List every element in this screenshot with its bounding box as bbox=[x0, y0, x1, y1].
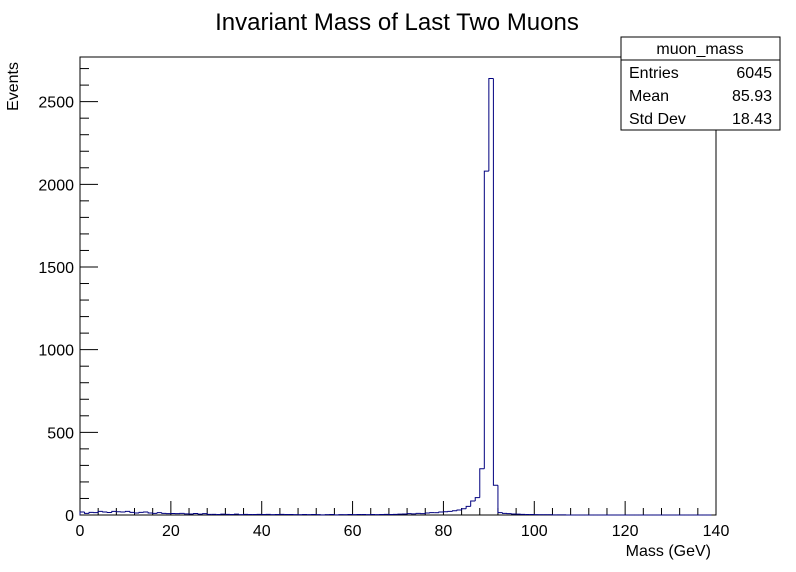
histogram-bin bbox=[147, 512, 153, 514]
plot-frame bbox=[79, 56, 717, 516]
x-axis-label: Mass (GeV) bbox=[626, 543, 711, 560]
chart-title: Invariant Mass of Last Two Muons bbox=[215, 9, 579, 36]
y-tick-label: 1500 bbox=[38, 260, 74, 277]
histogram-bin bbox=[470, 500, 476, 507]
y-axis-ticks bbox=[80, 68, 98, 516]
histogram-bin bbox=[197, 513, 203, 515]
histogram-bin bbox=[206, 513, 212, 515]
y-tick-label: 500 bbox=[47, 425, 74, 442]
histogram-bin bbox=[138, 511, 144, 514]
histogram-bin bbox=[124, 510, 130, 513]
histogram-bin bbox=[452, 510, 458, 512]
histogram-bin bbox=[161, 512, 167, 514]
histogram-bin bbox=[488, 77, 494, 172]
histogram-bin bbox=[474, 497, 480, 501]
x-tick-label: 40 bbox=[253, 523, 271, 540]
stats-stddev-value: 18.43 bbox=[732, 111, 772, 128]
histogram-bin bbox=[497, 485, 503, 514]
stats-entries-value: 6045 bbox=[736, 65, 772, 82]
stats-entries-label: Entries bbox=[629, 65, 679, 82]
stats-stddev-label: Std Dev bbox=[629, 111, 686, 128]
histogram-bin bbox=[88, 511, 94, 514]
histogram-bin bbox=[479, 468, 485, 498]
histogram-bin bbox=[461, 508, 467, 511]
y-tick-label: 2500 bbox=[38, 95, 74, 112]
x-tick-labels: 0 20 40 60 80 100 120 140 bbox=[76, 523, 730, 540]
x-tick-label: 0 bbox=[76, 523, 85, 540]
stats-mean-value: 85.93 bbox=[732, 88, 772, 105]
x-tick-label: 120 bbox=[612, 523, 639, 540]
histogram-bin bbox=[424, 512, 430, 514]
histogram-bin bbox=[79, 511, 85, 515]
histogram-bin bbox=[456, 509, 462, 511]
stats-mean-label: Mean bbox=[629, 88, 669, 105]
histogram-bin bbox=[111, 510, 117, 513]
histogram-bin bbox=[438, 511, 444, 513]
histogram-bin bbox=[84, 512, 90, 514]
histogram-bin bbox=[483, 170, 489, 469]
histogram-bin bbox=[102, 511, 108, 513]
y-tick-label: 0 bbox=[65, 508, 74, 525]
x-tick-label: 60 bbox=[344, 523, 362, 540]
histogram-bin bbox=[465, 505, 471, 509]
histogram-bin bbox=[492, 78, 498, 486]
x-tick-label: 20 bbox=[162, 523, 180, 540]
x-tick-label: 80 bbox=[435, 523, 453, 540]
histogram-bin bbox=[156, 512, 162, 514]
histogram-bins bbox=[79, 77, 712, 516]
x-tick-label: 140 bbox=[703, 523, 730, 540]
x-axis-ticks bbox=[79, 501, 717, 515]
stats-box-frame bbox=[620, 36, 781, 131]
y-tick-labels: 0 500 1000 1500 2000 2500 bbox=[38, 95, 74, 525]
y-tick-label: 2000 bbox=[38, 177, 74, 194]
stats-box: muon_mass Entries 6045 Mean 85.93 Std De… bbox=[620, 36, 781, 131]
histogram-bin bbox=[97, 510, 103, 513]
histogram-bin bbox=[134, 512, 140, 514]
y-tick-label: 1000 bbox=[38, 343, 74, 360]
histogram-bin bbox=[129, 511, 135, 513]
x-tick-label: 100 bbox=[521, 523, 548, 540]
y-axis-label: Events bbox=[5, 62, 22, 111]
stats-box-name: muon_mass bbox=[656, 41, 743, 58]
histogram-bin bbox=[501, 512, 508, 514]
